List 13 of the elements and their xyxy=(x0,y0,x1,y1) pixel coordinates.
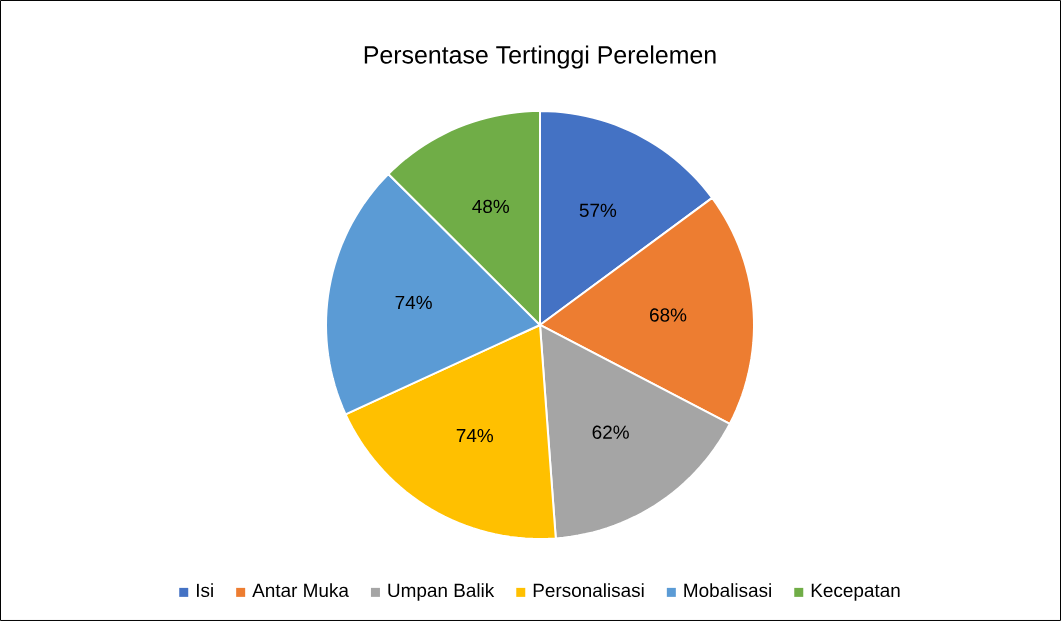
data-label: 57% xyxy=(579,203,617,218)
data-label: 68% xyxy=(650,308,687,322)
data-label: 74% xyxy=(395,295,432,310)
legend-label: Personalisasi xyxy=(533,583,644,598)
legend-label: Mobalisasi xyxy=(684,583,771,598)
legend-label: Antar Muka xyxy=(252,583,349,598)
chart-title: Persentase Tertinggi Perelemen xyxy=(364,45,716,69)
legend-label: Kecepatan xyxy=(811,583,900,601)
data-label: 74% xyxy=(456,428,494,443)
legend-label: Isi xyxy=(196,583,213,598)
data-label: 62% xyxy=(592,425,629,439)
data-label: 48% xyxy=(472,199,510,214)
legend-label: Umpan Balik xyxy=(388,583,495,601)
